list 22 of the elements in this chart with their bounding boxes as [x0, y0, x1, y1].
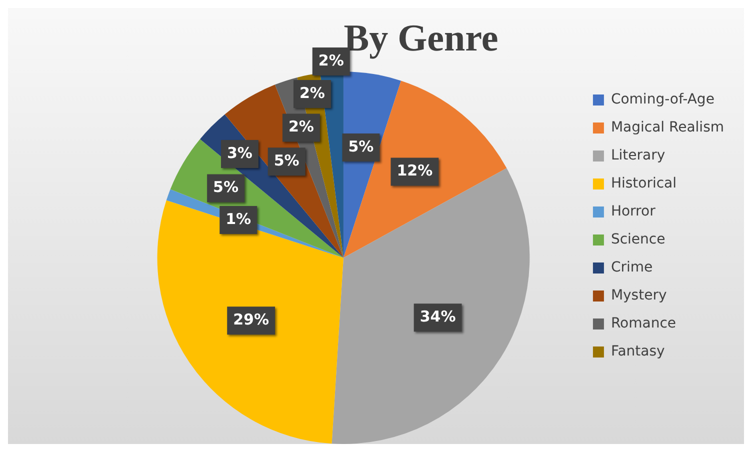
legend-label: Mystery	[610, 288, 667, 304]
data-label: 2%	[300, 84, 325, 102]
legend-label: Historical	[610, 176, 677, 192]
data-label: 3%	[226, 144, 252, 162]
legend-label: Crime	[610, 260, 653, 276]
data-label: 5%	[213, 178, 239, 196]
data-label: 29%	[233, 310, 270, 328]
legend-label: Magical Realism	[610, 120, 724, 136]
legend-label: Science	[610, 232, 666, 248]
data-label: 5%	[348, 137, 374, 156]
data-label: 2%	[318, 51, 344, 70]
legend-label: Horror	[610, 204, 656, 220]
chart-title: By Genre	[344, 18, 498, 60]
legend-label: Romance	[610, 316, 676, 332]
data-label: 2%	[288, 118, 314, 136]
legend-label: Literary	[610, 148, 666, 164]
legend-label: Fantasy	[610, 344, 665, 360]
data-label: 34%	[420, 308, 456, 326]
data-label: 5%	[274, 152, 300, 170]
data-label: 12%	[396, 162, 433, 180]
data-label: 1%	[226, 210, 252, 228]
legend-label: Coming-of-Age	[610, 92, 714, 108]
